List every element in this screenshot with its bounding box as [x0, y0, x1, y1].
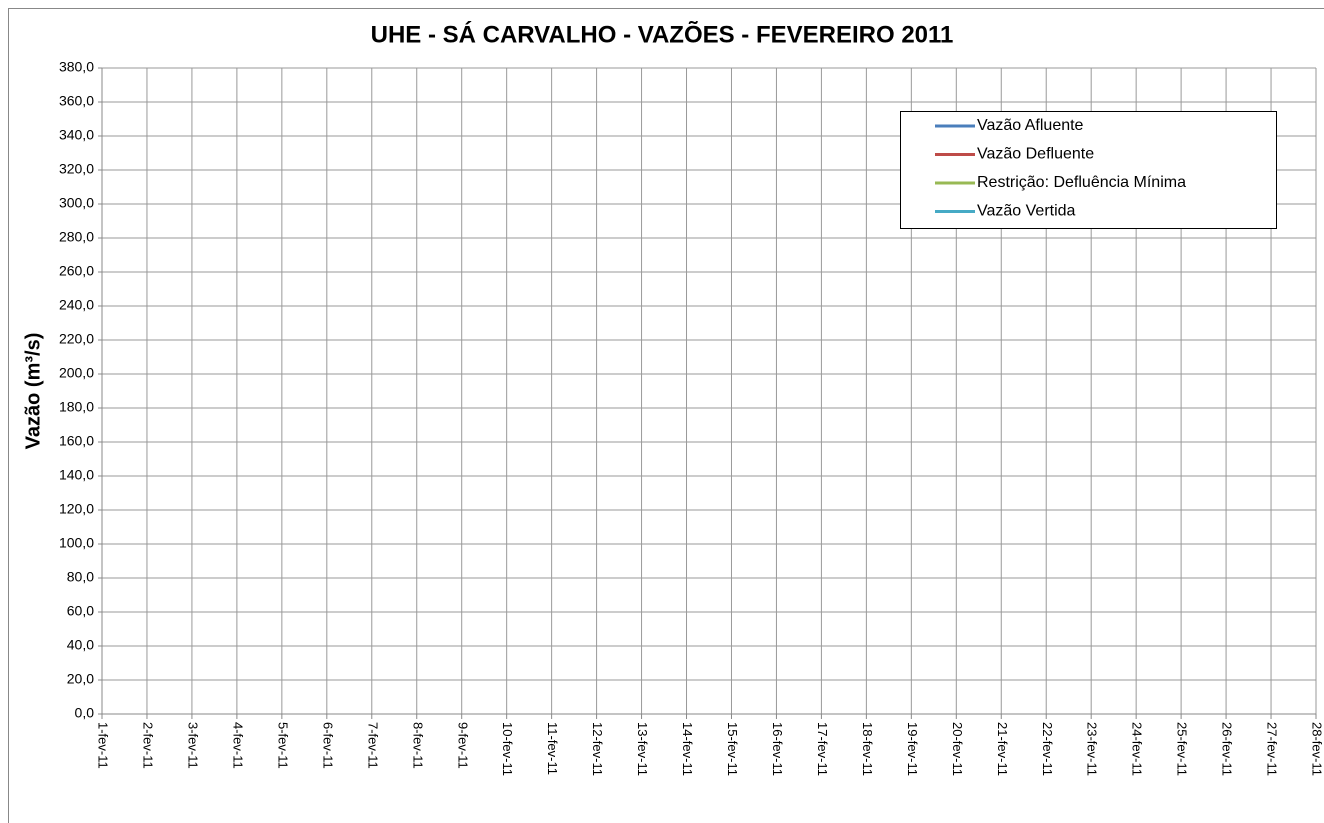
y-tick-label: 240,0: [59, 297, 94, 313]
y-tick-label: 220,0: [59, 331, 94, 347]
y-tick-label: 260,0: [59, 263, 94, 279]
x-tick-label: 6-fev-11: [320, 722, 335, 769]
y-tick-label: 140,0: [59, 467, 94, 483]
x-tick-label: 5-fev-11: [275, 722, 290, 769]
y-tick-label: 200,0: [59, 365, 94, 381]
legend-label: Vazão Defluente: [977, 146, 1094, 163]
y-tick-label: 340,0: [59, 127, 94, 143]
x-tick-label: 25-fev-11: [1175, 722, 1190, 776]
x-tick-label: 26-fev-11: [1220, 722, 1235, 776]
legend-label: Restrição: Defluência Mínima: [977, 174, 1186, 191]
y-tick-label: 100,0: [59, 535, 94, 551]
y-tick-label: 300,0: [59, 195, 94, 211]
x-tick-label: 18-fev-11: [860, 722, 875, 776]
x-tick-label: 11-fev-11: [545, 722, 560, 775]
x-tick-label: 3-fev-11: [185, 722, 200, 769]
y-tick-label: 360,0: [59, 93, 94, 109]
x-tick-label: 15-fev-11: [725, 722, 740, 776]
y-tick-label: 320,0: [59, 161, 94, 177]
x-tick-label: 8-fev-11: [410, 722, 425, 769]
y-tick-label: 0,0: [75, 705, 95, 721]
legend-box: [900, 111, 1277, 229]
x-tick-label: 14-fev-11: [680, 722, 695, 776]
y-tick-label: 40,0: [67, 637, 94, 653]
y-tick-label: 280,0: [59, 229, 94, 245]
x-tick-label: 19-fev-11: [905, 722, 920, 776]
x-tick-label: 13-fev-11: [635, 722, 650, 776]
y-tick-label: 380,0: [59, 59, 94, 75]
x-tick-label: 9-fev-11: [455, 722, 470, 769]
x-tick-label: 1-fev-11: [96, 722, 111, 769]
y-axis-label: Vazão (m³/s): [22, 333, 44, 450]
legend-label: Vazão Vertida: [977, 203, 1076, 220]
x-tick-label: 23-fev-11: [1085, 722, 1100, 776]
x-tick-label: 20-fev-11: [950, 722, 965, 776]
x-tick-label: 2-fev-11: [141, 722, 156, 769]
y-tick-label: 120,0: [59, 501, 94, 517]
x-tick-label: 16-fev-11: [770, 722, 785, 776]
x-tick-label: 12-fev-11: [590, 722, 605, 776]
legend-label: Vazão Afluente: [977, 117, 1084, 134]
x-tick-label: 17-fev-11: [815, 722, 830, 776]
y-tick-label: 20,0: [67, 671, 94, 687]
y-tick-label: 80,0: [67, 569, 94, 585]
y-tick-label: 180,0: [59, 399, 94, 415]
x-tick-label: 24-fev-11: [1130, 722, 1145, 776]
x-tick-label: 4-fev-11: [230, 722, 245, 769]
x-tick-label: 22-fev-11: [1040, 722, 1055, 776]
x-tick-label: 21-fev-11: [995, 722, 1010, 776]
x-tick-label: 10-fev-11: [500, 722, 515, 776]
y-tick-label: 60,0: [67, 603, 94, 619]
y-tick-label: 160,0: [59, 433, 94, 449]
x-tick-label: 7-fev-11: [365, 722, 380, 769]
x-tick-label: 27-fev-11: [1265, 722, 1280, 776]
chart-title: UHE - SÁ CARVALHO - VAZÕES - FEVEREIRO 2…: [371, 20, 954, 48]
x-tick-label: 28-fev-11: [1310, 722, 1324, 776]
